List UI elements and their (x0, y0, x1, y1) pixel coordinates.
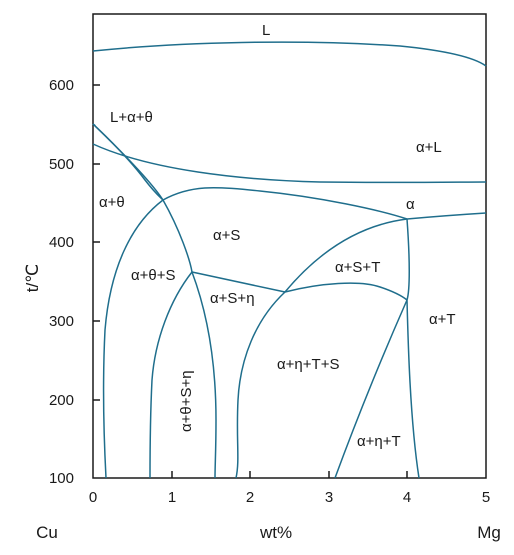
y-tick-label-200: 200 (49, 392, 74, 409)
y-tick-label-400: 400 (49, 234, 74, 251)
alpha-theta-left (102, 199, 164, 479)
region-labels: L L+α+θ α+L α+θ α α+S α+θ+S α+S+T α+S+η … (99, 22, 456, 450)
eta-t-boundary (334, 299, 408, 479)
liquidus-line (92, 41, 487, 67)
y-tick-label-300: 300 (49, 313, 74, 330)
y-tick-label-500: 500 (49, 156, 74, 173)
region-label-alpha-theta-S: α+θ+S (131, 267, 176, 284)
eutectic-line (92, 123, 164, 201)
x-tick-label-4: 4 (403, 489, 411, 506)
x-tick-labels: 0 1 2 3 4 5 (89, 489, 490, 506)
s-eta-boundary (191, 271, 286, 293)
x-tick-label-1: 1 (168, 489, 176, 506)
phase-boundaries (92, 41, 487, 479)
region-label-alpha-theta-S-eta: α+θ+S+η (178, 370, 195, 432)
x-tick-label-2: 2 (246, 489, 254, 506)
x-axis-label: wt% (259, 523, 292, 542)
region-label-alpha: α (406, 196, 415, 213)
y-axis-ticks (93, 84, 100, 401)
s-t-upper (284, 218, 408, 293)
region-label-alpha-L: α+L (416, 139, 442, 156)
region-label-L: L (262, 22, 270, 39)
theta-s-boundary (162, 199, 193, 273)
x-axis-left-end-label: Cu (36, 523, 58, 542)
alpha-solvus-upper (162, 186, 487, 220)
y-tick-labels: 600 500 400 300 200 100 (49, 77, 74, 487)
y-axis-label: t/℃ (23, 264, 42, 293)
alpha-t-boundary (406, 218, 420, 479)
x-axis-right-end-label: Mg (477, 523, 501, 542)
x-axis-ticks (171, 471, 408, 478)
y-tick-label-600: 600 (49, 77, 74, 94)
region-label-alpha-T: α+T (429, 311, 456, 328)
region-label-alpha-theta: α+θ (99, 194, 125, 211)
x-tick-label-0: 0 (89, 489, 97, 506)
s-t-arc (284, 282, 408, 301)
x-tick-label-3: 3 (325, 489, 333, 506)
x-tick-label-5: 5 (482, 489, 490, 506)
plot-frame (92, 13, 487, 479)
region-label-alpha-S-eta: α+S+η (210, 290, 255, 307)
s-eta-left (191, 271, 217, 479)
region-label-alpha-eta-T-S: α+η+T+S (277, 356, 339, 373)
region-label-alpha-eta-T: α+η+T (357, 433, 401, 450)
y-tick-label-100: 100 (49, 470, 74, 487)
region-label-alpha-S-T: α+S+T (335, 259, 380, 276)
theta-s-lower-left (149, 271, 193, 479)
eta-left-boundary (235, 291, 286, 479)
region-label-L-alpha-theta: L+α+θ (110, 109, 153, 126)
alpha-liquid-boundary (92, 143, 487, 184)
region-label-alpha-S: α+S (213, 227, 240, 244)
